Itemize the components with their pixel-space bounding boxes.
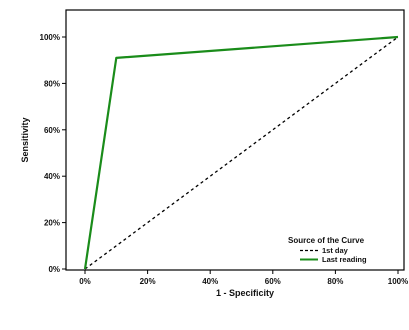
y-tick-label: 80% bbox=[44, 79, 60, 88]
x-tick-label: 60% bbox=[265, 277, 281, 286]
x-tick-label: 80% bbox=[327, 277, 343, 286]
plot-area bbox=[65, 9, 405, 271]
y-axis: 0% 20% 40% 60% 80% 100% bbox=[40, 33, 66, 274]
series-layer bbox=[83, 35, 399, 270]
legend-label-last-reading: Last reading bbox=[322, 255, 367, 264]
y-tick-label: 40% bbox=[44, 172, 60, 181]
x-tick-label: 40% bbox=[202, 277, 218, 286]
series-line-last-reading bbox=[83, 35, 399, 270]
y-tick-label: 0% bbox=[48, 265, 60, 274]
y-tick-label: 100% bbox=[40, 33, 60, 42]
x-tick-label: 0% bbox=[79, 277, 91, 286]
x-tick-label: 20% bbox=[140, 277, 156, 286]
x-axis: 0% 20% 40% 60% 80% 100% bbox=[79, 270, 408, 286]
y-tick-label: 60% bbox=[44, 126, 60, 135]
x-tick-label: 100% bbox=[388, 277, 408, 286]
plot-frame bbox=[65, 9, 405, 271]
series-line-1st-day bbox=[84, 36, 399, 270]
y-axis-title: Sensitivity bbox=[20, 117, 30, 162]
legend: Source of the Curve 1st day Last reading bbox=[288, 236, 367, 264]
legend-label-1st-day: 1st day bbox=[322, 246, 349, 255]
legend-title: Source of the Curve bbox=[288, 236, 365, 245]
x-axis-title: 1 - Specificity bbox=[216, 288, 274, 298]
y-tick-label: 20% bbox=[44, 219, 60, 228]
